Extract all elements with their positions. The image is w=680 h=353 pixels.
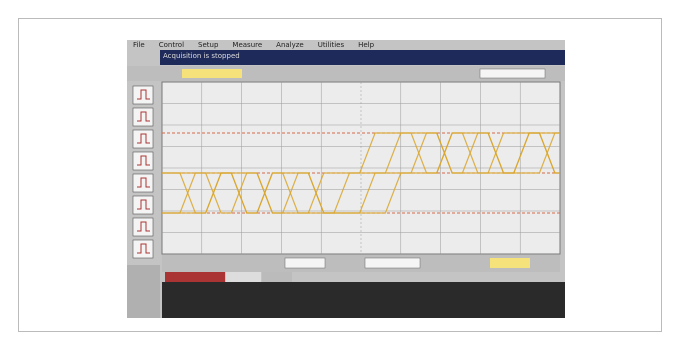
tab[interactable] [165,272,225,282]
tool-icon[interactable] [133,240,153,258]
status-text: Acquisition is stopped [163,52,240,60]
tool-icon[interactable] [133,86,153,104]
menu-item[interactable]: Control [159,41,184,49]
menu-item[interactable]: File [133,41,145,49]
menu-item[interactable]: Analyze [276,41,304,49]
measurement-panel [162,282,565,318]
tool-icon[interactable] [133,196,153,214]
tab[interactable] [262,272,292,282]
control-field [365,258,420,268]
tool-icon[interactable] [133,130,153,148]
tool-icon[interactable] [133,108,153,126]
menu-item[interactable]: Help [358,41,375,49]
side-buttons [127,265,160,318]
menu-item[interactable]: Setup [198,41,219,49]
page: Acquisition is stopped File Control Setup M… [0,0,680,349]
control-field [285,258,325,268]
tool-icon[interactable] [133,174,153,192]
menu-item[interactable]: Utilities [318,41,345,49]
tool-icon[interactable] [133,218,153,236]
screenshot-figure: Acquisition is stopped File Control Setup M… [0,0,680,349]
tab[interactable] [226,272,261,282]
toolbar-field [480,69,545,78]
tool-icon[interactable] [133,152,153,170]
toolbar-field [182,69,242,78]
menu-item[interactable]: Measure [232,41,262,49]
control-field [490,258,530,268]
